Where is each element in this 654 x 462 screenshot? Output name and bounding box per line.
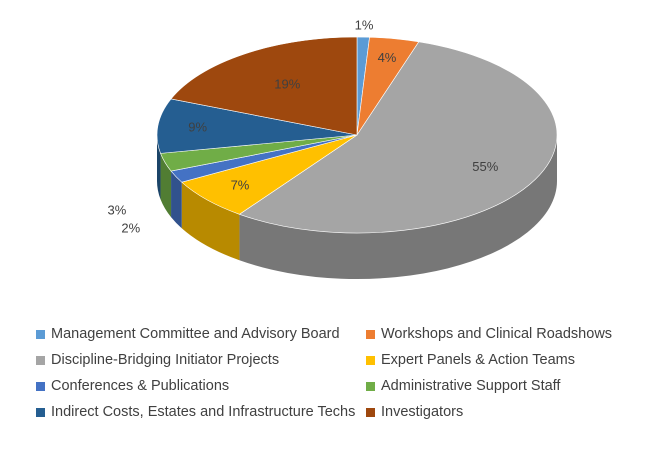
legend-item-2: Discipline-Bridging Initiator Projects xyxy=(36,352,366,368)
slice-label-0: 1% xyxy=(355,17,374,32)
legend-swatch-1 xyxy=(366,329,375,339)
pie-slice-2 xyxy=(238,41,558,234)
slice-label-5: 3% xyxy=(108,203,127,218)
pie-slice-side-5 xyxy=(160,153,172,218)
legend-swatch-7 xyxy=(366,407,375,417)
legend-swatch-0 xyxy=(36,329,45,339)
pie-sides xyxy=(157,135,558,279)
legend-swatch-4 xyxy=(36,381,45,391)
chart-legend: Management Committee and Advisory Board W… xyxy=(36,326,636,420)
legend-label-6: Indirect Costs, Estates and Infrastructu… xyxy=(51,404,356,420)
pie-slice-side-4 xyxy=(171,171,182,229)
legend-item-1: Workshops and Clinical Roadshows xyxy=(366,326,636,342)
slice-label-2: 55% xyxy=(472,159,498,174)
slice-label-4: 2% xyxy=(121,221,140,236)
pie-tops xyxy=(156,36,558,234)
legend-item-6: Indirect Costs, Estates and Infrastructu… xyxy=(36,404,366,420)
legend-item-5: Administrative Support Staff xyxy=(366,378,636,394)
legend-label-1: Workshops and Clinical Roadshows xyxy=(381,326,613,342)
legend-item-0: Management Committee and Advisory Board xyxy=(36,326,366,342)
legend-item-4: Conferences & Publications xyxy=(36,378,366,394)
legend-label-0: Management Committee and Advisory Board xyxy=(51,326,340,342)
legend-label-3: Expert Panels & Action Teams xyxy=(381,352,575,368)
legend-swatch-5 xyxy=(366,381,375,391)
slice-labels: 1% 4% 55% 7% 2% 3% 9% 19% xyxy=(108,17,499,235)
legend-label-2: Discipline-Bridging Initiator Projects xyxy=(51,352,280,368)
legend-swatch-2 xyxy=(36,355,45,365)
slice-label-1: 4% xyxy=(378,50,397,65)
pie-slice-7 xyxy=(170,36,358,136)
pie-chart-plot: 1% 4% 55% 7% 2% 3% 9% 19% xyxy=(108,17,558,279)
slice-label-7: 19% xyxy=(274,77,300,92)
pie-slice-side-3 xyxy=(181,182,240,261)
legend-item-3: Expert Panels & Action Teams xyxy=(366,352,636,368)
legend-item-7: Investigators xyxy=(366,404,636,420)
legend-label-4: Conferences & Publications xyxy=(51,378,230,394)
legend-swatch-6 xyxy=(36,407,45,417)
pie-slice-6 xyxy=(156,98,358,154)
legend-swatch-3 xyxy=(366,355,375,365)
slice-label-3: 7% xyxy=(231,178,250,193)
pie-slice-side-2 xyxy=(239,135,558,279)
legend-label-7: Investigators xyxy=(381,404,464,420)
slice-label-6: 9% xyxy=(188,120,207,135)
legend-label-5: Administrative Support Staff xyxy=(381,378,561,394)
